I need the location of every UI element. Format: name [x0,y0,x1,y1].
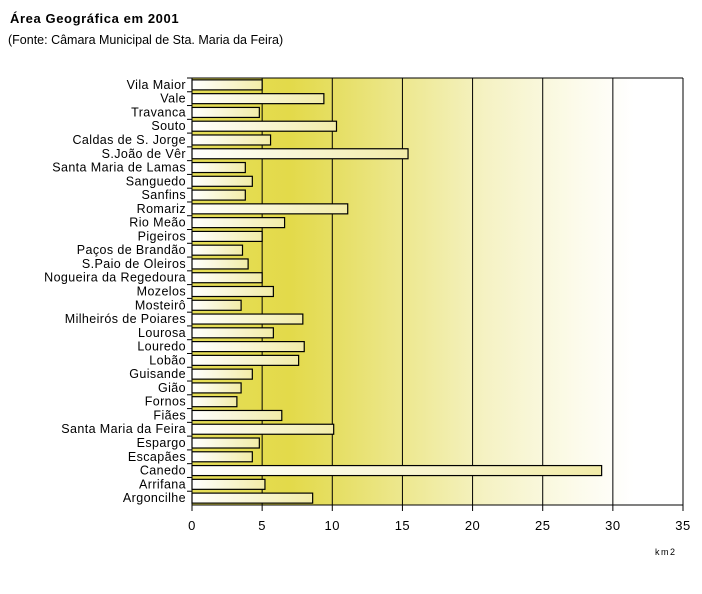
bar [191,423,335,435]
category-label: Guisande [129,367,186,381]
bar [191,244,244,256]
bar [191,230,263,243]
category-label: S.Paio de Oleiros [82,257,186,271]
x-axis-unit: km2 [655,547,677,557]
category-label: Pigeiros [138,229,186,243]
bar [191,464,603,477]
bar [191,189,246,201]
bar [191,175,253,187]
category-label: Sanguedo [126,174,186,188]
x-tick-label: 15 [395,518,410,533]
x-tick-label: 0 [188,518,196,533]
chart-title: Área Geográfica em 2001 [10,11,180,26]
x-tick-label: 20 [465,518,480,533]
bar [191,492,314,504]
bar [191,79,263,91]
category-label: Lourosa [138,326,186,340]
category-label: S.João de Vêr [102,147,186,161]
x-tick-label: 35 [675,518,690,533]
category-label: Fornos [145,395,186,409]
category-label: Gião [158,381,186,395]
category-label: Caldas de S. Jorge [72,133,186,147]
x-tick-label: 25 [535,518,550,533]
bar [191,148,409,160]
bar [191,451,253,463]
bar [191,134,272,146]
category-label: Arrifana [139,477,186,491]
category-label: Paços de Brandão [77,243,186,257]
bar [191,93,325,105]
bar [191,409,283,422]
category-label: Vale [160,92,186,106]
bar [191,382,242,394]
category-label: Escapães [128,450,186,464]
category-label: Travanca [131,105,186,119]
x-tick-label: 10 [325,518,340,533]
bar [191,272,263,284]
chart-subtitle: (Fonte: Câmara Municipal de Sta. Maria d… [8,33,284,47]
bar [191,368,253,380]
category-label: Santa Maria de Lamas [52,161,186,175]
category-label: Nogueira da Regedoura [44,271,186,285]
bar [191,437,260,449]
bar [191,327,274,339]
category-label: Fiães [153,408,186,422]
bar [191,106,260,119]
bar [191,258,249,270]
category-label: Lobão [149,353,186,367]
bar [191,285,274,298]
category-label: Argoncilhe [123,491,186,505]
bar [191,340,305,353]
category-label: Rio Meão [129,216,186,230]
category-label: Vila Maior [127,78,186,92]
category-label: Souto [151,119,186,133]
bar [191,120,338,132]
bar [191,161,246,174]
category-label: Mozelos [137,285,186,299]
category-label: Canedo [140,464,186,478]
category-label: Romariz [137,202,186,216]
bar [191,217,286,229]
category-label: Louredo [137,340,186,354]
bar [191,203,349,215]
category-label: Mosteirô [135,298,186,312]
bar [191,354,300,366]
x-tick-label: 5 [258,518,266,533]
x-tick-label: 30 [605,518,620,533]
bar [191,396,238,408]
category-label: Santa Maria da Feira [61,422,186,436]
category-label: Sanfins [142,188,187,202]
category-label: Espargo [137,436,186,450]
bar [191,313,304,325]
category-label: Milheirós de Poiares [65,312,186,326]
bar [191,478,266,490]
bar [191,299,242,311]
